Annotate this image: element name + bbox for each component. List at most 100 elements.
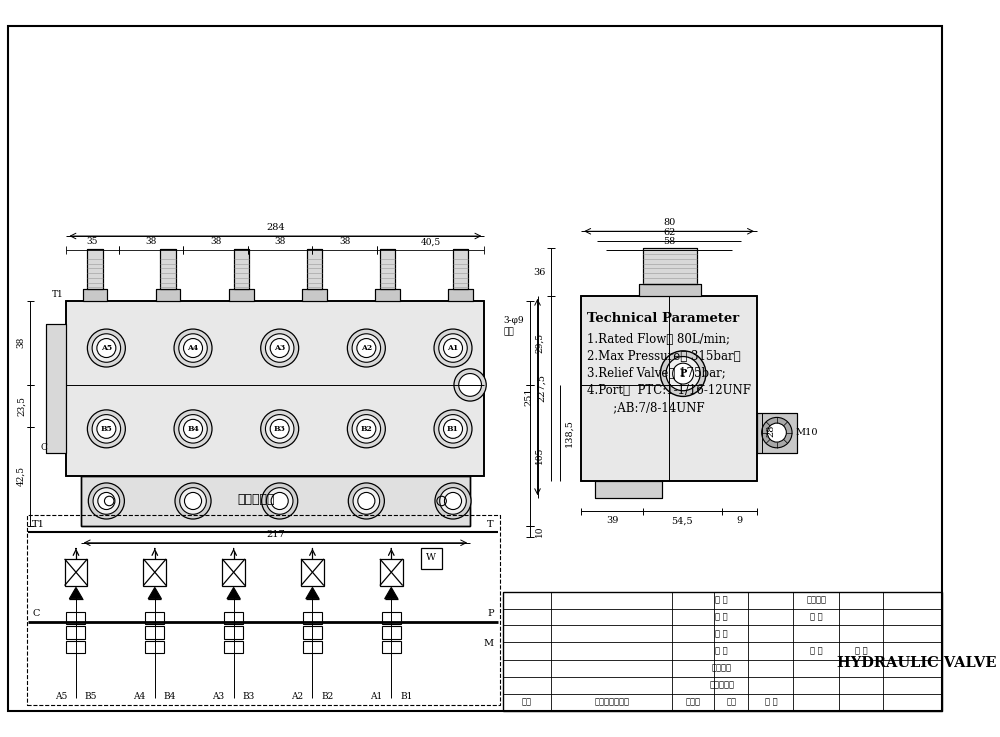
Bar xyxy=(46,324,66,453)
Text: 9: 9 xyxy=(736,516,742,525)
Text: 描 图: 描 图 xyxy=(715,630,728,638)
Text: 日期: 日期 xyxy=(726,699,736,706)
Circle shape xyxy=(184,492,202,509)
Bar xyxy=(66,612,85,624)
Bar xyxy=(382,612,401,624)
Bar xyxy=(27,515,500,705)
Text: Technical Parameter: Technical Parameter xyxy=(587,312,739,325)
Text: T: T xyxy=(487,520,494,528)
Circle shape xyxy=(353,488,380,514)
Polygon shape xyxy=(69,587,83,598)
Text: 审 批: 审 批 xyxy=(765,699,777,706)
Circle shape xyxy=(348,483,384,519)
Bar xyxy=(380,559,403,585)
Circle shape xyxy=(767,423,786,442)
Bar xyxy=(302,289,327,301)
Circle shape xyxy=(459,374,481,397)
Text: B4: B4 xyxy=(187,425,199,433)
Bar xyxy=(160,249,176,289)
Text: C: C xyxy=(32,609,40,618)
Bar xyxy=(453,249,468,289)
Bar xyxy=(375,289,400,301)
Text: A5: A5 xyxy=(101,344,112,352)
Bar xyxy=(643,248,697,284)
Text: HYDRAULIC VALVE: HYDRAULIC VALVE xyxy=(837,657,996,671)
Bar xyxy=(234,249,249,289)
Text: A3: A3 xyxy=(212,692,224,702)
Bar xyxy=(46,324,66,453)
Bar xyxy=(375,289,400,301)
Bar xyxy=(382,626,401,639)
Text: 38: 38 xyxy=(274,237,286,246)
Circle shape xyxy=(439,334,467,363)
Text: 图样标记: 图样标记 xyxy=(807,597,827,604)
Text: 40,5: 40,5 xyxy=(421,237,441,246)
Text: 23,5: 23,5 xyxy=(17,396,26,416)
Bar xyxy=(301,559,324,585)
Bar xyxy=(303,626,322,639)
Bar xyxy=(224,612,243,624)
Text: B1: B1 xyxy=(447,425,459,433)
Text: A2: A2 xyxy=(291,692,303,702)
Text: 液压原理图: 液压原理图 xyxy=(238,493,275,506)
Circle shape xyxy=(179,334,207,363)
Circle shape xyxy=(261,410,299,448)
Circle shape xyxy=(97,338,116,357)
Bar xyxy=(87,249,103,289)
Circle shape xyxy=(352,415,381,443)
Bar xyxy=(224,626,243,639)
Text: B4: B4 xyxy=(164,692,176,702)
Circle shape xyxy=(440,488,466,514)
Text: 227,5: 227,5 xyxy=(537,374,546,402)
Bar xyxy=(229,289,254,301)
Bar xyxy=(757,413,797,453)
Text: 通孔: 通孔 xyxy=(503,328,514,337)
Bar xyxy=(303,640,322,653)
Circle shape xyxy=(266,488,293,514)
Circle shape xyxy=(435,483,471,519)
Polygon shape xyxy=(227,587,240,598)
Circle shape xyxy=(270,338,289,357)
Text: 校 对: 校 对 xyxy=(715,647,728,655)
Bar xyxy=(380,249,395,289)
Polygon shape xyxy=(148,587,161,598)
Text: B5: B5 xyxy=(85,692,97,702)
Text: 284: 284 xyxy=(266,223,285,232)
Circle shape xyxy=(98,492,115,509)
Circle shape xyxy=(271,492,288,509)
Bar xyxy=(145,640,164,653)
Bar xyxy=(66,301,484,476)
Bar xyxy=(581,296,757,481)
Text: 138,5: 138,5 xyxy=(564,419,573,447)
Text: 3-φ9: 3-φ9 xyxy=(503,316,524,325)
Circle shape xyxy=(261,329,299,367)
Text: 28: 28 xyxy=(766,425,775,437)
Bar xyxy=(234,249,249,289)
Bar xyxy=(303,612,322,624)
Bar xyxy=(757,413,797,453)
Circle shape xyxy=(660,351,706,397)
Text: 80: 80 xyxy=(663,218,675,228)
Text: 标记: 标记 xyxy=(522,699,532,706)
Text: A1: A1 xyxy=(447,344,459,352)
Text: 217: 217 xyxy=(266,530,285,539)
Text: 10: 10 xyxy=(535,525,544,537)
Bar xyxy=(81,476,470,525)
Text: 1.Rated Flow： 80L/min;: 1.Rated Flow： 80L/min; xyxy=(587,333,730,346)
Text: 工艺检查: 工艺检查 xyxy=(712,664,732,672)
Text: A1: A1 xyxy=(370,692,382,702)
Bar xyxy=(87,249,103,289)
Circle shape xyxy=(92,415,121,443)
Bar xyxy=(224,640,243,653)
Circle shape xyxy=(184,419,203,439)
Circle shape xyxy=(444,492,462,509)
Text: 39: 39 xyxy=(606,516,618,525)
Text: B1: B1 xyxy=(400,692,413,702)
Text: B2: B2 xyxy=(360,425,372,433)
Text: ;AB:7/8-14UNF: ;AB:7/8-14UNF xyxy=(587,401,705,414)
Text: C: C xyxy=(40,443,47,453)
Circle shape xyxy=(88,483,124,519)
Text: P: P xyxy=(487,609,494,618)
Text: A4: A4 xyxy=(187,344,199,352)
Bar xyxy=(581,296,757,481)
